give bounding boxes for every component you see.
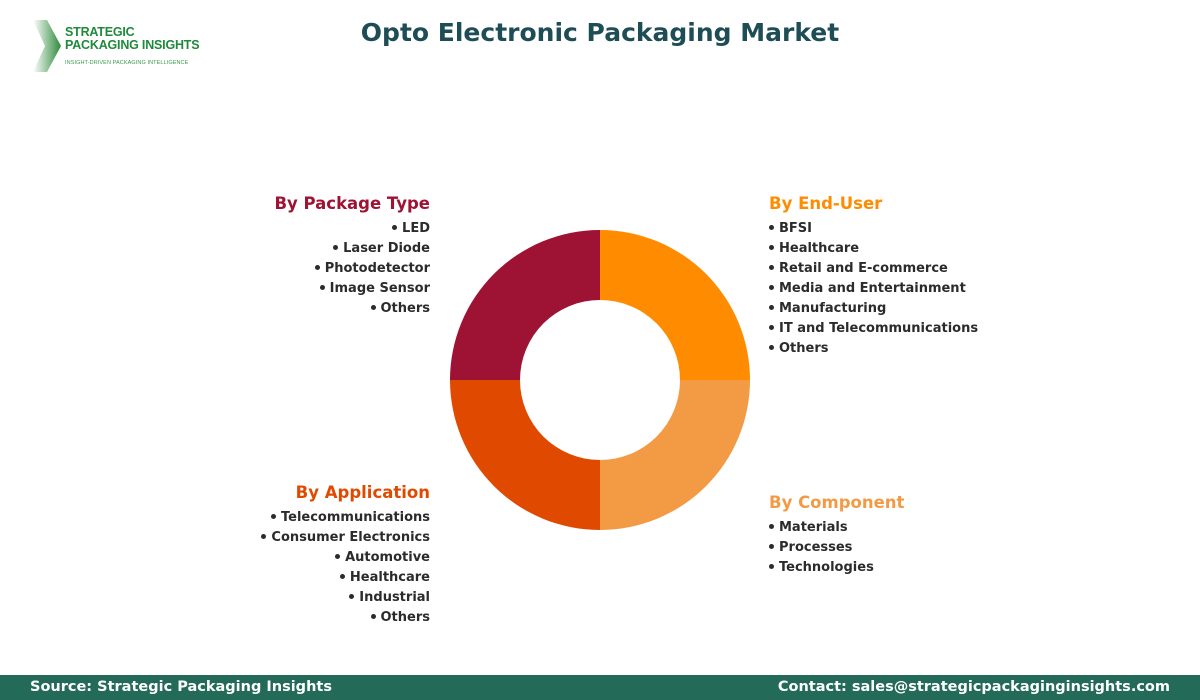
bullet-icon	[769, 245, 774, 250]
list-item: Healthcare	[769, 239, 978, 259]
bullet-icon	[314, 265, 320, 270]
bullet-icon	[333, 245, 339, 250]
bullet-icon	[769, 225, 774, 230]
bullet-icon	[769, 345, 774, 350]
bullet-icon	[392, 225, 398, 230]
segment-list: Materials Processes Technologies	[769, 518, 904, 578]
segment-heading: By Package Type	[274, 194, 430, 213]
segment-list: BFSI Healthcare Retail and E-commerce Me…	[769, 219, 978, 359]
segment-package-type: By Package Type LED Laser Diode Photodet…	[274, 194, 430, 319]
list-item: Others	[769, 339, 978, 359]
bullet-icon	[769, 524, 774, 529]
logo: STRATEGIC PACKAGING INSIGHTS INSIGHT-DRI…	[33, 20, 233, 72]
bullet-icon	[335, 554, 341, 559]
contact-email-link[interactable]: Contact: sales@strategicpackaginginsight…	[777, 679, 1170, 695]
donut-segment-component	[600, 380, 750, 530]
list-item: Consumer Electronics	[261, 528, 430, 548]
list-item: Image Sensor	[274, 279, 430, 299]
list-item: Materials	[769, 518, 904, 538]
bullet-icon	[769, 305, 774, 310]
bullet-icon	[769, 544, 774, 549]
list-item: IT and Telecommunications	[769, 319, 978, 339]
segment-heading: By End-User	[769, 194, 883, 213]
page-title: Opto Electronic Packaging Market	[360, 18, 840, 47]
donut-segment-package-type	[450, 230, 600, 380]
source-text: Source: Strategic Packaging Insights	[30, 679, 332, 695]
list-item: BFSI	[769, 219, 978, 239]
list-item: Industrial	[261, 588, 430, 608]
bullet-icon	[339, 574, 345, 579]
logo-tagline: INSIGHT-DRIVEN PACKAGING INTELLIGENCE	[65, 60, 189, 66]
list-item: LED	[274, 219, 430, 239]
donut-segment-application	[450, 380, 600, 530]
bullet-icon	[261, 534, 267, 539]
list-item: Photodetector	[274, 259, 430, 279]
list-item: Others	[261, 608, 430, 628]
bullet-icon	[271, 514, 276, 519]
segment-heading: By Application	[295, 483, 430, 502]
list-item: Others	[274, 299, 430, 319]
segment-heading: By Component	[769, 493, 905, 512]
segment-application: By Application Telecommunications Consum…	[261, 483, 430, 628]
list-item: Telecommunications	[261, 508, 430, 528]
footer-bar: Source: Strategic Packaging Insights Con…	[0, 675, 1200, 700]
list-item: Media and Entertainment	[769, 279, 978, 299]
list-item: Technologies	[769, 558, 904, 578]
segment-list: LED Laser Diode Photodetector Image Sens…	[274, 219, 430, 319]
list-item: Manufacturing	[769, 299, 978, 319]
list-item: Automotive	[261, 548, 430, 568]
bullet-icon	[319, 285, 325, 290]
segment-end-user: By End-User BFSI Healthcare Retail and E…	[769, 194, 978, 359]
list-item: Processes	[769, 538, 904, 558]
donut-chart	[450, 230, 750, 530]
logo-text-line1: STRATEGIC	[65, 25, 135, 39]
segment-component: By Component Materials Processes Technol…	[769, 493, 904, 578]
donut-segment-end-user	[600, 230, 750, 380]
list-item: Laser Diode	[274, 239, 430, 259]
bullet-icon	[769, 325, 774, 330]
chevron-arrow-icon	[33, 20, 61, 72]
list-item: Healthcare	[261, 568, 430, 588]
segment-list: Telecommunications Consumer Electronics …	[261, 508, 430, 628]
bullet-icon	[349, 594, 355, 599]
list-item: Retail and E-commerce	[769, 259, 978, 279]
bullet-icon	[370, 614, 376, 619]
logo-text-line2: PACKAGING INSIGHTS	[65, 38, 200, 52]
bullet-icon	[769, 564, 774, 569]
bullet-icon	[769, 285, 774, 290]
bullet-icon	[370, 305, 376, 310]
bullet-icon	[769, 265, 774, 270]
